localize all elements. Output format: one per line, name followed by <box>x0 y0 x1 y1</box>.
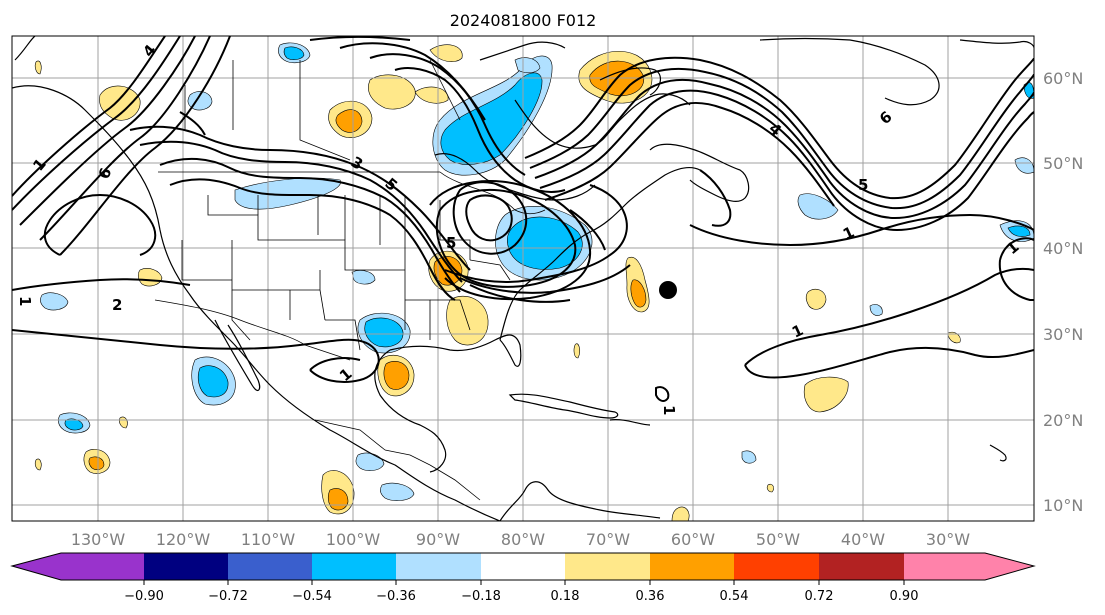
colorbar-extend-high <box>985 553 1034 580</box>
colorbar-segment <box>312 553 396 580</box>
lon-label: 30°W <box>926 530 970 549</box>
coastlines <box>12 36 1034 521</box>
colorbar-segment <box>396 553 481 580</box>
colorbar-tick-label: 0.36 <box>636 589 665 604</box>
colorbar-segment <box>904 553 985 580</box>
latitude-labels: 60°N 50°N 40°N 30°N 20°N 10°N <box>1043 69 1083 515</box>
colorbar-tick-label: 0.54 <box>720 589 749 604</box>
lon-label: 90°W <box>416 530 460 549</box>
lon-label: 40°W <box>841 530 885 549</box>
lon-label: 80°W <box>501 530 545 549</box>
longitude-labels: 130°W 120°W 110°W 100°W 90°W 80°W 70°W 6… <box>71 530 970 549</box>
colorbar-segment <box>650 553 734 580</box>
lat-label: 40°N <box>1043 239 1083 258</box>
location-marker <box>659 281 677 299</box>
contour-lines <box>12 36 1034 402</box>
colorbar-segment <box>734 553 819 580</box>
lat-label: 30°N <box>1043 325 1083 344</box>
colorbar-segment <box>481 553 565 580</box>
colorbar-outline <box>10 552 1036 581</box>
map-area: 1 4 6 5 3 2 1 1 5 1 4 6 5 1 1 1 <box>12 36 1034 521</box>
lat-label: 10°N <box>1043 496 1083 515</box>
shaded-positive-anomalies <box>34 44 961 521</box>
lat-label: 50°N <box>1043 154 1083 173</box>
colorbar-segment <box>144 553 228 580</box>
colorbar-tick-label: −0.36 <box>376 589 416 604</box>
lon-label: 110°W <box>241 530 296 549</box>
colorbar-tick-label: −0.18 <box>461 589 501 604</box>
contour-label: 1 <box>16 296 34 306</box>
colorbar-tick-label: 0.18 <box>551 589 580 604</box>
colorbar-tick-label: −0.72 <box>208 589 248 604</box>
contour-label: 2 <box>112 296 122 314</box>
political-borders <box>154 59 546 501</box>
lon-label: 100°W <box>326 530 381 549</box>
map-frame <box>11 35 1035 522</box>
lon-label: 50°W <box>756 530 800 549</box>
lon-label: 120°W <box>156 530 211 549</box>
colorbar: −0.90 −0.72 −0.54 −0.36 −0.18 0.18 0.36 … <box>10 552 1036 604</box>
contour-label: 5 <box>446 234 456 252</box>
colorbar-tick-label: 0.90 <box>890 589 919 604</box>
contour-label: 5 <box>858 176 868 194</box>
lon-label: 60°W <box>671 530 715 549</box>
lon-label: 130°W <box>71 530 126 549</box>
shaded-negative-anomalies <box>40 42 1034 501</box>
figure-title: 2024081800 F012 <box>450 11 597 30</box>
colorbar-extend-low <box>12 553 61 580</box>
colorbar-segment <box>819 553 904 580</box>
lat-label: 60°N <box>1043 69 1083 88</box>
colorbar-tick-label: −0.54 <box>292 589 332 604</box>
lat-label: 20°N <box>1043 411 1083 430</box>
colorbar-tick-label: 0.72 <box>805 589 834 604</box>
lon-label: 70°W <box>586 530 630 549</box>
colorbar-segment <box>565 553 650 580</box>
colorbar-segment <box>228 553 312 580</box>
contour-label: 1 <box>660 405 678 415</box>
colorbar-tick-label: −0.90 <box>124 589 164 604</box>
colorbar-segment <box>61 553 144 580</box>
